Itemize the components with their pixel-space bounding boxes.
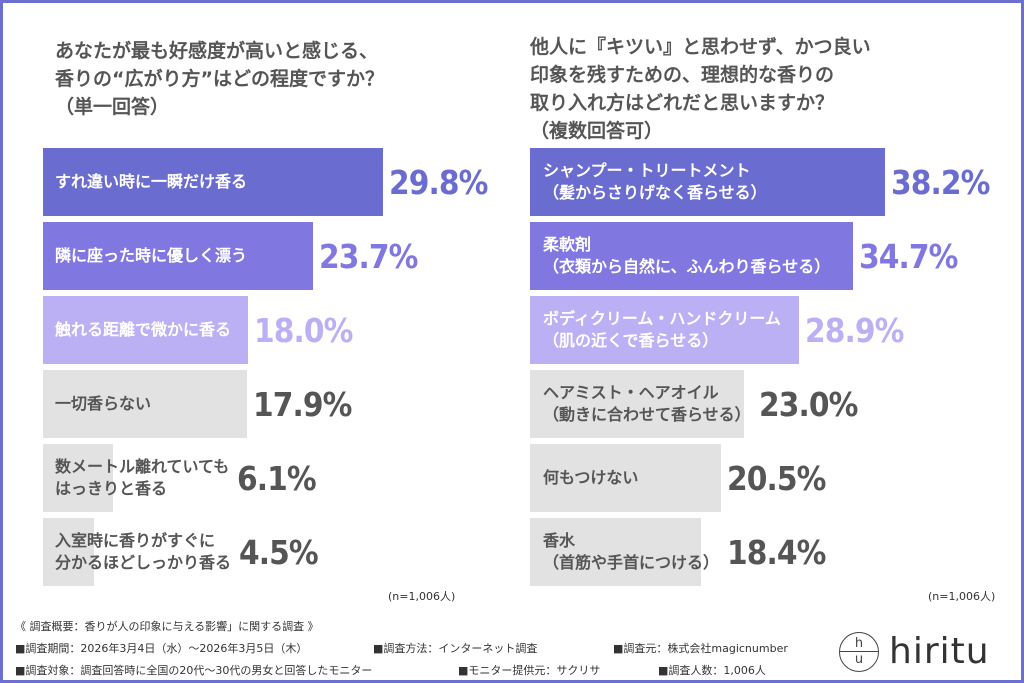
survey-source: ■調査元：株式会社magicnumber [613, 642, 788, 655]
value-label: 4.5% [239, 532, 319, 572]
bar [530, 518, 702, 586]
bar-label: 一切香らない [55, 394, 152, 413]
survey-provider: ■モニター提供元：サクリサ [458, 664, 601, 677]
value-label: 23.0% [759, 384, 858, 424]
value-label: 20.5% [726, 458, 826, 498]
bar [530, 222, 853, 290]
bar-label: ヘアミスト・ヘアオイル （動きに合わせて香らせる） [543, 383, 751, 424]
bar [43, 296, 249, 364]
value-label: 18.0% [254, 310, 353, 350]
left-sample-note: (n=1,006人) [388, 590, 456, 603]
value-label: 6.1% [237, 458, 317, 498]
bar [530, 148, 886, 216]
bar-label: 数メートル離れていても はっきりと香る [55, 457, 230, 498]
bar-label: 何もつけない [543, 468, 639, 487]
bar [43, 444, 113, 512]
value-label: 29.8% [388, 162, 488, 202]
left-chart-title: あなたが最も好感度が高いと感じる、 香りの“広がり方”はどの程度ですか？ （単一… [55, 40, 384, 118]
bar-label: 柔軟剤 （衣類から自然に、ふんわり香らせる） [543, 235, 831, 276]
bar-label: 隣に座った時に優しく漂う [55, 246, 248, 265]
logo-wordmark: hiritu [889, 631, 990, 672]
value-label: 28.9% [804, 310, 904, 350]
right-chart-title: 他人に『キツい』と思わせず、かつ良い 印象を残すための、理想的な香りの 取り入れ… [530, 36, 871, 142]
bar-label: 触れる距離で微かに香る [55, 320, 232, 339]
value-label: 18.4% [727, 532, 826, 572]
right-sample-note: (n=1,006人) [928, 590, 996, 603]
bar-label: ボディクリーム・ハンドクリーム （肌の近くで香らせる） [543, 309, 781, 350]
bar [530, 444, 721, 512]
survey-target: ■調査対象：調査回答時に全国の20代～30代の男女と回答したモニター [15, 664, 373, 677]
bar [43, 370, 248, 438]
bar-label: 入室時に香りがすぐに 分かるほどしっかり香る [55, 531, 232, 572]
survey-method: ■調査方法：インターネット調査 [373, 642, 538, 655]
bar [530, 296, 799, 364]
bar [43, 518, 95, 586]
bar [43, 148, 383, 216]
survey-period: ■調査期間：2026年3月4日（水）～2026年3月5日（木） [15, 642, 308, 655]
value-label: 17.9% [253, 384, 352, 424]
bar-label: すれ違い時に一瞬だけ香る [55, 172, 248, 191]
value-label: 23.7% [319, 236, 418, 276]
survey-title: 《 調査概要：香りが人の印象に与える影響」に関する調査 》 [15, 620, 319, 633]
value-label: 34.7% [858, 236, 958, 276]
bar [43, 222, 314, 290]
bar [530, 370, 744, 438]
survey-count: ■調査人数：1,006人 [658, 664, 766, 677]
bar-label: 香水 （首筋や手首につける） [543, 531, 720, 572]
value-label: 38.2% [891, 162, 990, 202]
bar-label: シャンプー・トリートメント （髪からさりげなく香らせる） [543, 161, 767, 202]
